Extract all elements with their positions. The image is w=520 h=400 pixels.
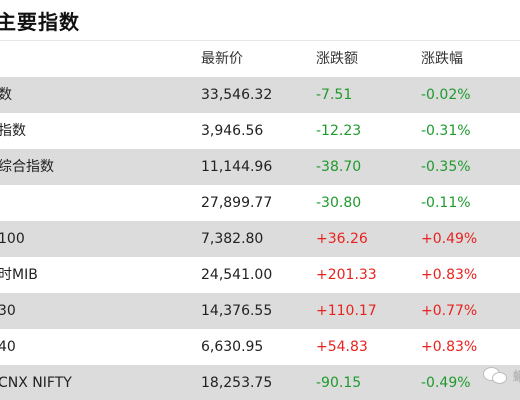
table-row[interactable]: 27,899.77 -30.80 -0.11% xyxy=(0,185,520,221)
index-pct: -0.49% xyxy=(421,375,471,391)
index-pct: +0.49% xyxy=(421,231,478,247)
index-name: 时MIB xyxy=(0,267,38,283)
table-row[interactable]: 40 6,630.95 +54.83 +0.83% xyxy=(0,329,520,365)
watermark: 蝌 xyxy=(482,360,520,390)
index-price: 33,546.32 xyxy=(201,87,273,103)
watermark-text: 蝌 xyxy=(512,369,520,385)
index-change: -90.15 xyxy=(316,375,362,391)
indices-table: 最新价 涨跌额 涨跌幅 数 33,546.32 -7.51 -0.02% 指数 … xyxy=(0,41,520,400)
index-name: CNX NIFTY xyxy=(0,375,72,391)
table-row[interactable]: 30 14,376.55 +110.17 +0.77% xyxy=(0,293,520,329)
header-price: 最新价 xyxy=(201,51,243,67)
index-price: 11,144.96 xyxy=(201,159,273,175)
index-name: 30 xyxy=(0,303,16,319)
wechat-bubble-icon xyxy=(482,365,509,385)
index-name: 100 xyxy=(0,231,25,247)
title-divider xyxy=(0,40,520,41)
index-change: -7.51 xyxy=(316,87,353,103)
table-row[interactable]: 100 7,382.80 +36.26 +0.49% xyxy=(0,221,520,257)
index-name: 40 xyxy=(0,339,16,355)
index-change: +110.17 xyxy=(316,303,377,319)
index-price: 18,253.75 xyxy=(201,375,273,391)
table-header: 最新价 涨跌额 涨跌幅 xyxy=(0,41,520,77)
index-name: 数 xyxy=(0,87,12,103)
index-price: 7,382.80 xyxy=(201,231,264,247)
index-price: 24,541.00 xyxy=(201,267,273,283)
index-price: 3,946.56 xyxy=(201,123,264,139)
table-row[interactable]: 数 33,546.32 -7.51 -0.02% xyxy=(0,77,520,113)
index-pct: +0.83% xyxy=(421,267,478,283)
index-pct: -0.35% xyxy=(421,159,471,175)
table-row[interactable]: 时MIB 24,541.00 +201.33 +0.83% xyxy=(0,257,520,293)
index-pct: +0.77% xyxy=(421,303,478,319)
header-pct: 涨跌幅 xyxy=(421,51,463,67)
index-price: 6,630.95 xyxy=(201,339,264,355)
table-row[interactable]: 综合指数 11,144.96 -38.70 -0.35% xyxy=(0,149,520,185)
index-price: 14,376.55 xyxy=(201,303,273,319)
index-name xyxy=(0,185,190,221)
page-title: 主要指数 xyxy=(0,10,80,34)
table-row[interactable]: 指数 3,946.56 -12.23 -0.31% xyxy=(0,113,520,149)
index-change: -38.70 xyxy=(316,159,362,175)
header-change: 涨跌额 xyxy=(316,51,358,67)
index-pct: -0.11% xyxy=(421,195,471,211)
index-change: +36.26 xyxy=(316,231,368,247)
index-change: -12.23 xyxy=(316,123,362,139)
index-name: 指数 xyxy=(0,123,26,139)
index-change: +54.83 xyxy=(316,339,368,355)
index-name: 综合指数 xyxy=(0,159,54,175)
index-pct: +0.83% xyxy=(421,339,478,355)
index-change: +201.33 xyxy=(316,267,377,283)
index-price: 27,899.77 xyxy=(201,195,273,211)
index-pct: -0.31% xyxy=(421,123,471,139)
index-pct: -0.02% xyxy=(421,87,471,103)
table-row[interactable]: CNX NIFTY 18,253.75 -90.15 -0.49% xyxy=(0,365,520,400)
index-change: -30.80 xyxy=(316,195,362,211)
